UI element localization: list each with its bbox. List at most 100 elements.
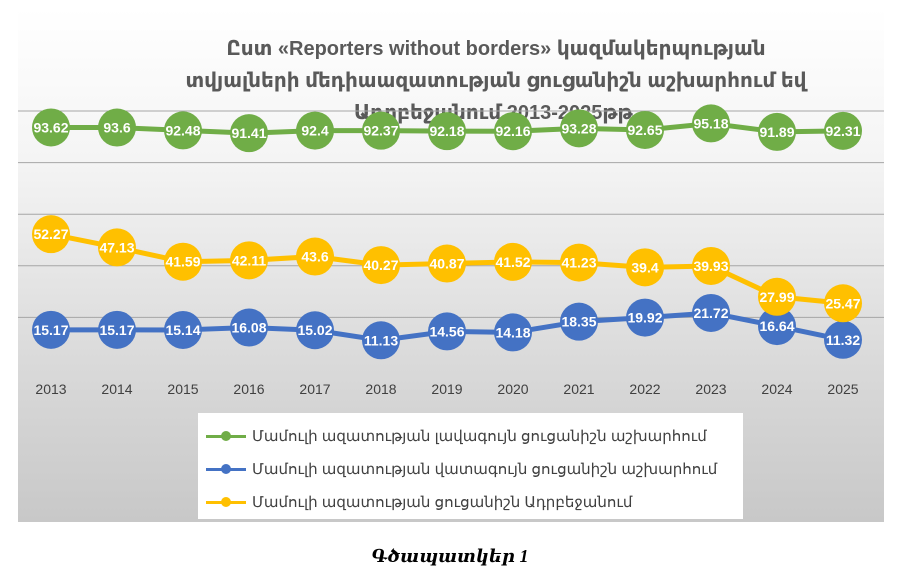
chart-title: Ըստ «Reporters without borders» կազմակեր… xyxy=(186,38,808,124)
x-tick-label: 2022 xyxy=(629,381,660,397)
data-label: 52.27 xyxy=(33,226,68,242)
data-point xyxy=(296,237,334,276)
legend-label-azerbaijan: Մամուլի ազատության ցուցանիշն Ադրբեջանում xyxy=(252,494,633,511)
line-chart: Ըստ «Reporters without borders» կազմակեր… xyxy=(18,38,884,397)
data-point xyxy=(230,241,268,280)
data-point xyxy=(560,109,598,148)
x-tick-label: 2018 xyxy=(365,381,396,397)
data-point xyxy=(758,112,796,151)
data-label: 91.89 xyxy=(759,124,794,140)
data-label: 41.23 xyxy=(561,255,596,271)
data-label: 93.6 xyxy=(103,120,130,136)
data-label: 18.35 xyxy=(561,314,596,330)
figure-caption: Գծապատկեր 1 xyxy=(371,546,529,566)
data-point xyxy=(362,246,400,285)
x-tick-label: 2020 xyxy=(497,381,528,397)
x-tick-label: 2013 xyxy=(35,381,66,397)
data-point xyxy=(230,114,268,153)
data-point xyxy=(428,312,466,351)
data-point xyxy=(32,310,70,349)
data-label: 40.27 xyxy=(363,257,398,273)
data-point xyxy=(692,104,730,143)
data-label: 19.92 xyxy=(627,310,662,326)
data-label: 14.18 xyxy=(495,324,530,340)
legend-item-worst: Մամուլի ազատության վատագույն ցուցանիշն ա… xyxy=(206,458,717,480)
data-label: 15.17 xyxy=(33,322,68,338)
legend-swatch-azerbaijan xyxy=(206,491,246,513)
data-label: 95.18 xyxy=(693,115,728,131)
legend-swatch-worst xyxy=(206,458,246,480)
legend-label-best: Մամուլի ազատության լավագույն ցուցանիշն ա… xyxy=(252,428,707,445)
data-label: 41.59 xyxy=(165,254,200,270)
legend-item-azerbaijan: Մամուլի ազատության ցուցանիշն Ադրբեջանում xyxy=(206,491,632,513)
x-axis-ticks: 2013 2014 2015 2016 2017 2018 2019 2020 2021 2022… xyxy=(35,381,858,397)
data-point xyxy=(692,246,730,285)
data-point xyxy=(428,244,466,283)
data-point xyxy=(824,320,862,359)
data-point xyxy=(362,321,400,360)
legend: Մամուլի ազատության լավագույն ցուցանիշն ա… xyxy=(198,413,743,519)
data-label: 93.28 xyxy=(561,120,596,136)
data-point xyxy=(692,293,730,332)
x-tick-label: 2021 xyxy=(563,381,594,397)
x-tick-label: 2024 xyxy=(761,381,792,397)
data-point xyxy=(164,242,202,281)
data-label: 92.16 xyxy=(495,123,530,139)
data-label: 27.99 xyxy=(759,289,794,305)
data-point xyxy=(494,313,532,352)
legend-label-worst: Մամուլի ազատության վատագույն ցուցանիշն ա… xyxy=(252,461,718,478)
data-label: 16.08 xyxy=(231,320,266,336)
data-point xyxy=(494,112,532,151)
chart-title-line-2: տվյալների մեդիաազատության ցուցանիշն աշխա… xyxy=(186,70,808,92)
data-point xyxy=(824,284,862,323)
data-label: 92.48 xyxy=(165,122,200,138)
data-point xyxy=(758,277,796,316)
data-point xyxy=(32,215,70,254)
data-point xyxy=(98,228,136,267)
series-markers: 93.62 93.6 92.48 91.41 92.4 92.37 92.18 92.16 93… xyxy=(32,104,862,360)
data-label: 15.14 xyxy=(165,322,200,338)
x-tick-label: 2023 xyxy=(695,381,726,397)
data-label: 39.93 xyxy=(693,258,728,274)
data-label: 14.56 xyxy=(429,323,464,339)
data-label: 91.41 xyxy=(231,125,266,141)
data-label: 25.47 xyxy=(825,295,860,311)
data-label: 41.52 xyxy=(495,254,530,270)
data-label: 16.64 xyxy=(759,318,794,334)
data-label: 11.32 xyxy=(826,332,860,348)
data-point xyxy=(626,298,664,337)
data-point xyxy=(824,111,862,150)
data-point xyxy=(362,111,400,150)
x-tick-label: 2015 xyxy=(167,381,198,397)
data-label: 92.37 xyxy=(363,123,398,139)
data-label: 93.62 xyxy=(33,119,68,135)
data-point xyxy=(98,310,136,349)
data-label: 40.87 xyxy=(429,256,464,272)
data-label: 92.18 xyxy=(429,123,464,139)
data-point xyxy=(296,111,334,150)
chart-panel: Ըստ «Reporters without borders» կազմակեր… xyxy=(18,8,884,522)
data-label: 15.17 xyxy=(99,322,134,338)
data-point xyxy=(626,248,664,287)
data-point xyxy=(758,307,796,346)
data-point xyxy=(560,243,598,282)
data-point xyxy=(560,302,598,341)
data-label: 47.13 xyxy=(99,239,134,255)
x-tick-label: 2025 xyxy=(827,381,858,397)
data-point xyxy=(98,108,136,147)
data-label: 43.6 xyxy=(301,249,328,265)
x-tick-label: 2014 xyxy=(101,381,132,397)
data-label: 11.13 xyxy=(364,332,398,348)
data-label: 21.72 xyxy=(693,305,728,321)
data-point xyxy=(164,111,202,150)
data-point xyxy=(494,242,532,281)
data-point xyxy=(230,308,268,347)
data-point xyxy=(428,112,466,151)
data-point xyxy=(296,311,334,350)
data-label: 39.4 xyxy=(631,259,658,275)
x-tick-label: 2019 xyxy=(431,381,462,397)
legend-swatch-best xyxy=(206,425,246,447)
data-point xyxy=(32,108,70,147)
data-label: 92.65 xyxy=(627,122,662,138)
data-point xyxy=(164,310,202,349)
